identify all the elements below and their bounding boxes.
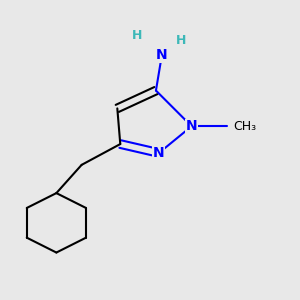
Text: N: N: [153, 146, 165, 160]
Text: H: H: [131, 29, 142, 42]
Text: CH₃: CH₃: [233, 120, 256, 133]
Text: N: N: [186, 119, 197, 133]
Text: N: N: [156, 48, 168, 62]
Text: H: H: [176, 34, 186, 46]
